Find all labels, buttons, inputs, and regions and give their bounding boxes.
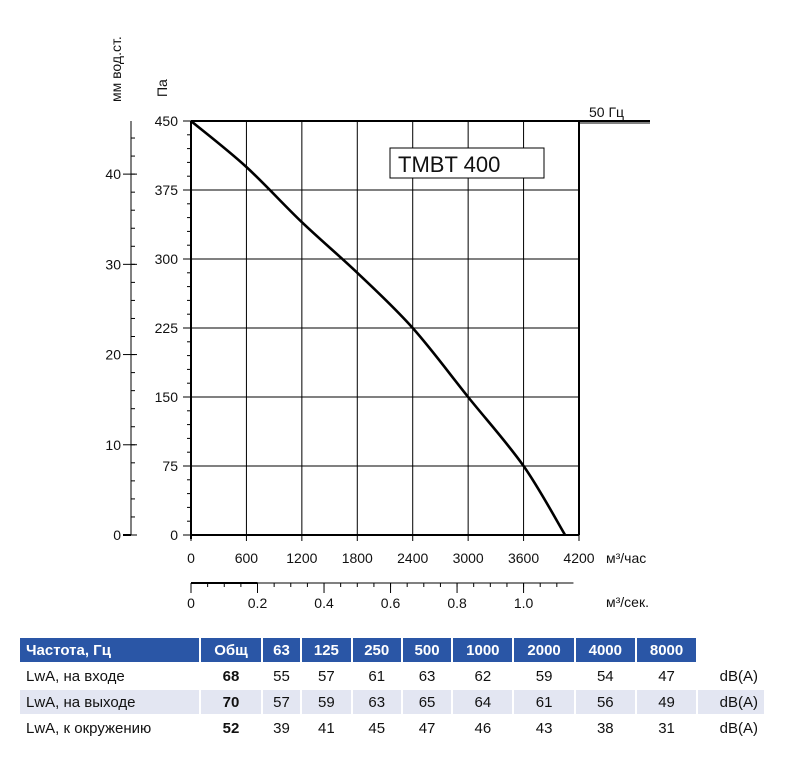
mmwc-tick-label: 40 — [105, 166, 121, 182]
flow-hour-tick-label: 4200 — [563, 550, 594, 566]
table-cell: 56 — [575, 690, 635, 714]
flow-sec-tick-label: 0 — [187, 595, 195, 611]
flow-sec-tick-label: 0.4 — [314, 595, 334, 611]
pressure-tick-label: 150 — [155, 389, 179, 405]
header-63: 63 — [262, 638, 301, 662]
table-cell: 55 — [273, 667, 290, 685]
row-total: 68 — [222, 667, 240, 685]
row-total: 52 — [222, 719, 240, 737]
row-unit: dB(A) — [719, 667, 758, 685]
row-unit: dB(A) — [698, 690, 764, 714]
table-cell: 38 — [596, 719, 614, 737]
table-cell: 64 — [453, 690, 513, 714]
header-frequency: Частота, Гц — [20, 638, 200, 662]
chart-axes — [123, 120, 650, 593]
header-500: 500 — [402, 638, 452, 662]
chart-tick-labels: 0 75 150 225 300 375 450 0 10 20 30 40 0 600 1200 1800 2… — [105, 113, 594, 611]
table-cell: 57 — [318, 667, 335, 685]
table-cell: 65 — [402, 690, 452, 714]
noise-table-header: Частота, Гц Общ 63 125 250 500 1000 2000… — [20, 638, 764, 662]
pressure-tick-label: 0 — [170, 527, 178, 543]
performance-curve — [190, 120, 567, 536]
frequency-label: 50 Гц — [589, 104, 624, 120]
header-1000: 1000 — [453, 638, 513, 662]
pressure-tick-label: 75 — [162, 458, 178, 474]
table-cell: 61 — [368, 667, 386, 685]
table-cell: 61 — [514, 690, 574, 714]
table-row-surroundings: LwA, к окружению 52 39 41 45 47 46 43 38… — [20, 716, 764, 740]
pressure-tick-label: 300 — [155, 251, 179, 267]
flow-hour-tick-label: 1200 — [286, 550, 317, 566]
row-label: LwA, к окружению — [26, 719, 152, 737]
flow-sec-tick-label: 0.8 — [447, 595, 467, 611]
mmwc-tick-label: 0 — [113, 527, 121, 543]
table-row-inlet: LwA, на входе 68 55 57 61 63 62 59 54 47… — [20, 664, 764, 688]
pressure-tick-label: 225 — [155, 320, 179, 336]
row-unit: dB(A) — [719, 719, 758, 737]
x-unit-hour-label: м³/час — [606, 550, 646, 566]
flow-hour-tick-label: 0 — [187, 550, 195, 566]
header-2000: 2000 — [514, 638, 574, 662]
table-cell: 31 — [658, 719, 675, 737]
x-unit-hour-text: м³/час — [606, 550, 646, 566]
noise-level-table: Частота, Гц Общ 63 125 250 500 1000 2000… — [18, 636, 766, 742]
table-cell: 49 — [636, 690, 697, 714]
mmwc-tick-label: 30 — [105, 256, 121, 272]
table-cell: 41 — [318, 719, 335, 737]
table-cell: 57 — [262, 690, 301, 714]
table-cell: 47 — [418, 719, 436, 737]
table-cell: 47 — [658, 667, 675, 685]
flow-hour-tick-label: 3000 — [453, 550, 484, 566]
table-cell: 63 — [352, 690, 401, 714]
flow-sec-tick-label: 0.6 — [381, 595, 401, 611]
mmwc-tick-label: 10 — [105, 437, 121, 453]
table-cell: 39 — [273, 719, 290, 737]
flow-sec-tick-label: 1.0 — [514, 595, 534, 611]
header-125: 125 — [302, 638, 351, 662]
model-label-box — [389, 147, 545, 179]
row-total: 70 — [201, 690, 261, 714]
table-cell: 54 — [596, 667, 614, 685]
x-unit-sec-label: м³/сек. — [606, 594, 649, 610]
header-4000: 4000 — [575, 638, 635, 662]
mmwc-axis-label: мм вод.ст. — [108, 36, 124, 102]
pressure-tick-label: 450 — [155, 113, 179, 129]
table-cell: 45 — [368, 719, 386, 737]
table-cell: 59 — [535, 667, 553, 685]
table-cell: 43 — [535, 719, 553, 737]
flow-hour-tick-label: 3600 — [508, 550, 539, 566]
header-total: Общ — [201, 638, 261, 662]
chart-grid — [191, 121, 579, 535]
row-label: LwA, на входе — [26, 667, 125, 685]
header-250: 250 — [352, 638, 401, 662]
table-cell: 63 — [418, 667, 436, 685]
x-unit-sec-text: м³/сек. — [606, 594, 649, 610]
table-cell: 46 — [474, 719, 492, 737]
table-cell: 59 — [302, 690, 351, 714]
row-label: LwA, на выходе — [20, 690, 200, 714]
fan-performance-chart: 0 75 150 225 300 375 450 0 10 20 30 40 0 600 1200 1800 2… — [105, 36, 650, 611]
mmwc-tick-label: 20 — [105, 347, 121, 363]
flow-hour-tick-label: 600 — [235, 550, 259, 566]
flow-hour-tick-label: 1800 — [342, 550, 373, 566]
header-8000: 8000 — [636, 638, 697, 662]
pressure-axis-label: Па — [154, 79, 170, 97]
model-label: TMBT 400 — [398, 152, 500, 177]
pressure-tick-label: 375 — [155, 182, 179, 198]
flow-hour-tick-label: 2400 — [397, 550, 428, 566]
table-cell: 62 — [474, 667, 492, 685]
flow-sec-tick-label: 0.2 — [248, 595, 268, 611]
header-unit-spacer — [698, 638, 764, 662]
table-row-outlet: LwA, на выходе 70 57 59 63 65 64 61 56 4… — [20, 690, 764, 714]
